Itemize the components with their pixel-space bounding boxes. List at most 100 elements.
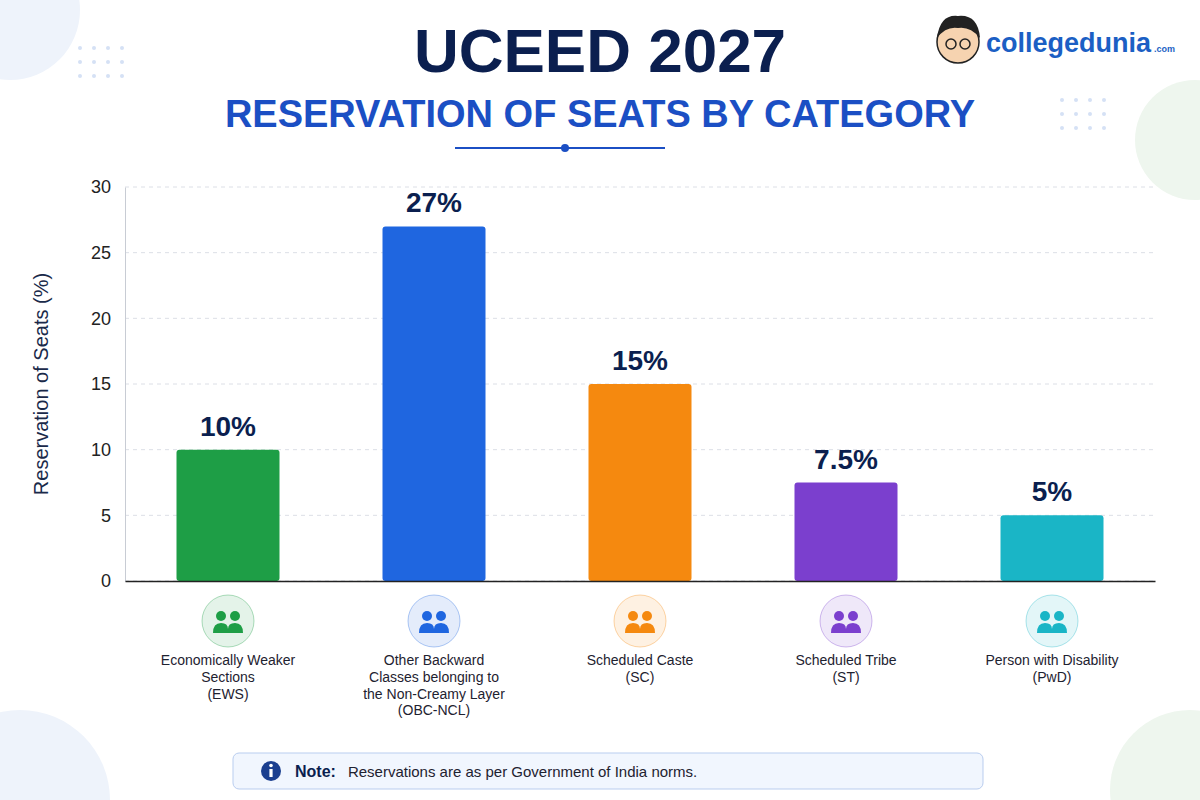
- grid-line: [125, 187, 1155, 188]
- x-tick-label-line: (PwD): [1033, 669, 1072, 685]
- note-icon-glyph: [269, 769, 272, 777]
- x-tick: Other BackwardClasses belonging tothe No…: [363, 581, 505, 718]
- chart-subtitle: RESERVATION OF SEATS BY CATEGORY: [225, 93, 975, 135]
- icon-glyph: [436, 611, 446, 621]
- bar: [383, 226, 486, 581]
- x-tick-label-line: Economically Weaker: [161, 652, 296, 668]
- icon-background: [408, 595, 460, 647]
- brand: collegedunia.com: [937, 16, 1175, 63]
- x-tick: Scheduled Caste(SC): [587, 581, 694, 685]
- brand-name: collegedunia: [986, 28, 1152, 58]
- brand-avatar-hair: [937, 16, 980, 38]
- y-tick: 0: [101, 571, 125, 591]
- bar: [1001, 515, 1104, 581]
- grid-line: [125, 318, 1155, 319]
- title-underline: [455, 147, 665, 149]
- decor-dot: [1088, 126, 1092, 130]
- decoration: [0, 0, 1200, 800]
- x-tick-label-line: Scheduled Tribe: [795, 652, 896, 668]
- icon-background: [202, 595, 254, 647]
- y-tick-label: 30: [91, 177, 111, 197]
- y-tick-label: 5: [101, 506, 111, 526]
- decor-dot: [106, 74, 110, 78]
- icon-glyph: [213, 623, 243, 633]
- decor-dot: [1088, 112, 1092, 116]
- y-tick: 15: [91, 374, 125, 394]
- icon-background: [614, 595, 666, 647]
- brand-avatar-glasses: [960, 39, 970, 49]
- icon-glyph: [216, 611, 226, 621]
- x-tick-label-line: Other Backward: [384, 652, 484, 668]
- note-box: [233, 753, 983, 789]
- data-label: 27%: [406, 187, 462, 218]
- y-tick-label: 10: [91, 440, 111, 460]
- x-tick-label-line: Scheduled Caste: [587, 652, 694, 668]
- icon-glyph: [230, 611, 240, 621]
- x-tick-label-line: the Non-Creamy Layer: [363, 686, 505, 702]
- data-labels: 10%27%15%7.5%5%: [200, 187, 1072, 507]
- title-underline-dot: [561, 144, 569, 152]
- x-tick-label: Person with Disability(PwD): [985, 652, 1118, 685]
- y-tick: 25: [91, 243, 125, 263]
- category-icon: [614, 595, 666, 647]
- icon-background: [1026, 595, 1078, 647]
- background-blob: [0, 0, 80, 80]
- y-tick: 10: [91, 440, 125, 460]
- x-tick-label-line: (OBC-NCL): [398, 702, 470, 718]
- decor-dot: [78, 46, 82, 50]
- y-tick: 5: [101, 506, 125, 526]
- decor-dot: [106, 46, 110, 50]
- y-axis-title: Reservation of Seats (%): [30, 273, 52, 495]
- chart-title: UCEED 2027: [414, 16, 786, 85]
- y-tick-label: 0: [101, 571, 111, 591]
- x-tick-label-line: (SC): [626, 669, 655, 685]
- category-icon: [202, 595, 254, 647]
- category-icon: [408, 595, 460, 647]
- note-icon-circle: [261, 761, 281, 781]
- decor-dot: [1102, 126, 1106, 130]
- decor-dot: [1102, 98, 1106, 102]
- chart-container: UCEED 2027 RESERVATION OF SEATS BY CATEGO…: [0, 0, 1200, 800]
- note: Note:Reservations are as per Government …: [233, 753, 983, 789]
- y-tick: 20: [91, 309, 125, 329]
- icon-glyph: [625, 623, 655, 633]
- x-axis-line: [126, 581, 1156, 583]
- icon-glyph: [1054, 611, 1064, 621]
- decor-dot: [1102, 112, 1106, 116]
- data-label: 5%: [1032, 476, 1073, 507]
- x-tick-label: Economically WeakerSections(EWS): [161, 652, 296, 702]
- y-tick-label: 15: [91, 374, 111, 394]
- decor-dot: [120, 74, 124, 78]
- x-tick: Economically WeakerSections(EWS): [161, 581, 296, 702]
- x-tick-label-line: (EWS): [207, 686, 248, 702]
- category-icon: [820, 595, 872, 647]
- background-blob: [1135, 80, 1200, 200]
- decor-dot: [1060, 112, 1064, 116]
- bars: [177, 226, 1104, 581]
- y-tick-label: 20: [91, 309, 111, 329]
- data-label: 7.5%: [814, 444, 878, 475]
- decor-dot: [92, 74, 96, 78]
- note-icon-glyph: [269, 764, 273, 768]
- bar: [177, 450, 280, 581]
- icon-glyph: [1037, 623, 1067, 633]
- icon-glyph: [422, 611, 432, 621]
- decor-dot: [1074, 112, 1078, 116]
- y-tick: 30: [91, 177, 125, 197]
- x-tick-label-line: Sections: [201, 669, 255, 685]
- decor-dot: [1074, 126, 1078, 130]
- background-blob: [0, 710, 110, 800]
- decor-dot: [120, 60, 124, 64]
- data-label: 10%: [200, 411, 256, 442]
- chart-svg: UCEED 2027 RESERVATION OF SEATS BY CATEGO…: [0, 0, 1200, 800]
- icon-glyph: [834, 611, 844, 621]
- decor-dot: [1060, 126, 1064, 130]
- icon-glyph: [419, 623, 449, 633]
- x-tick-label: Scheduled Caste(SC): [587, 652, 694, 685]
- y-axis: 0 5 10 15 20 25 30: [91, 177, 126, 591]
- category-icons: [202, 595, 1078, 647]
- x-tick-label: Other BackwardClasses belonging tothe No…: [363, 652, 505, 718]
- note-label: Note:: [295, 763, 336, 780]
- brand-avatar-glasses: [946, 39, 956, 49]
- decor-dot: [1060, 98, 1064, 102]
